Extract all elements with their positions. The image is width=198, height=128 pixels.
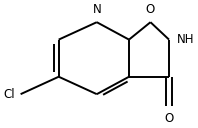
Text: O: O	[164, 112, 174, 125]
Text: NH: NH	[176, 33, 194, 46]
Text: Cl: Cl	[3, 88, 15, 101]
Text: O: O	[146, 3, 155, 16]
Text: N: N	[92, 3, 101, 16]
